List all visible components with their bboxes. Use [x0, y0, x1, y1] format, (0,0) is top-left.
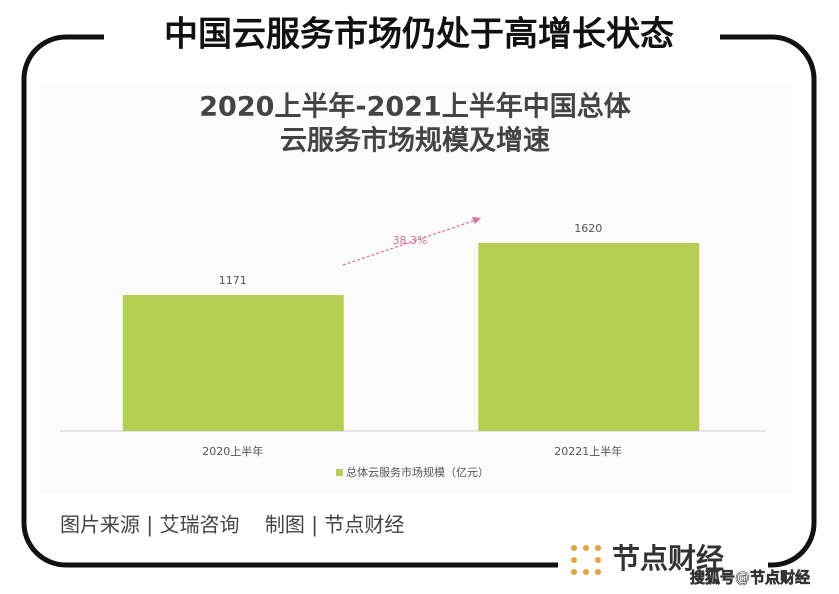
- growth-arrow: [342, 219, 477, 266]
- chart-title: 云服务市场规模及增速: [280, 125, 550, 157]
- watermark: 搜狐号@节点财经: [690, 569, 810, 587]
- data-label: 1171: [219, 274, 247, 287]
- chart-title: 2020上半年-2021上半年中国总体: [199, 91, 631, 123]
- legend-swatch: [336, 469, 343, 476]
- annotation: 38.3%: [393, 234, 428, 247]
- logo-text: 节点财经: [612, 542, 724, 575]
- legend-label: 总体云服务市场规模（亿元）: [346, 465, 489, 479]
- x-tick-label: 2020上半年: [202, 444, 263, 458]
- arrow-head: [472, 217, 481, 224]
- logo-icon: [571, 545, 601, 575]
- source: 图片来源 | 艾瑞咨询 制图 | 节点财经: [60, 513, 404, 537]
- banner-bg: [104, 12, 720, 60]
- bar: [478, 242, 700, 431]
- data-label: 1620: [574, 222, 602, 235]
- bar: [122, 295, 344, 431]
- logo-bg: [558, 540, 768, 580]
- x-tick-label: 20221上半年: [554, 444, 622, 458]
- banner-title: 中国云服务市场仍处于高增长状态: [164, 15, 674, 55]
